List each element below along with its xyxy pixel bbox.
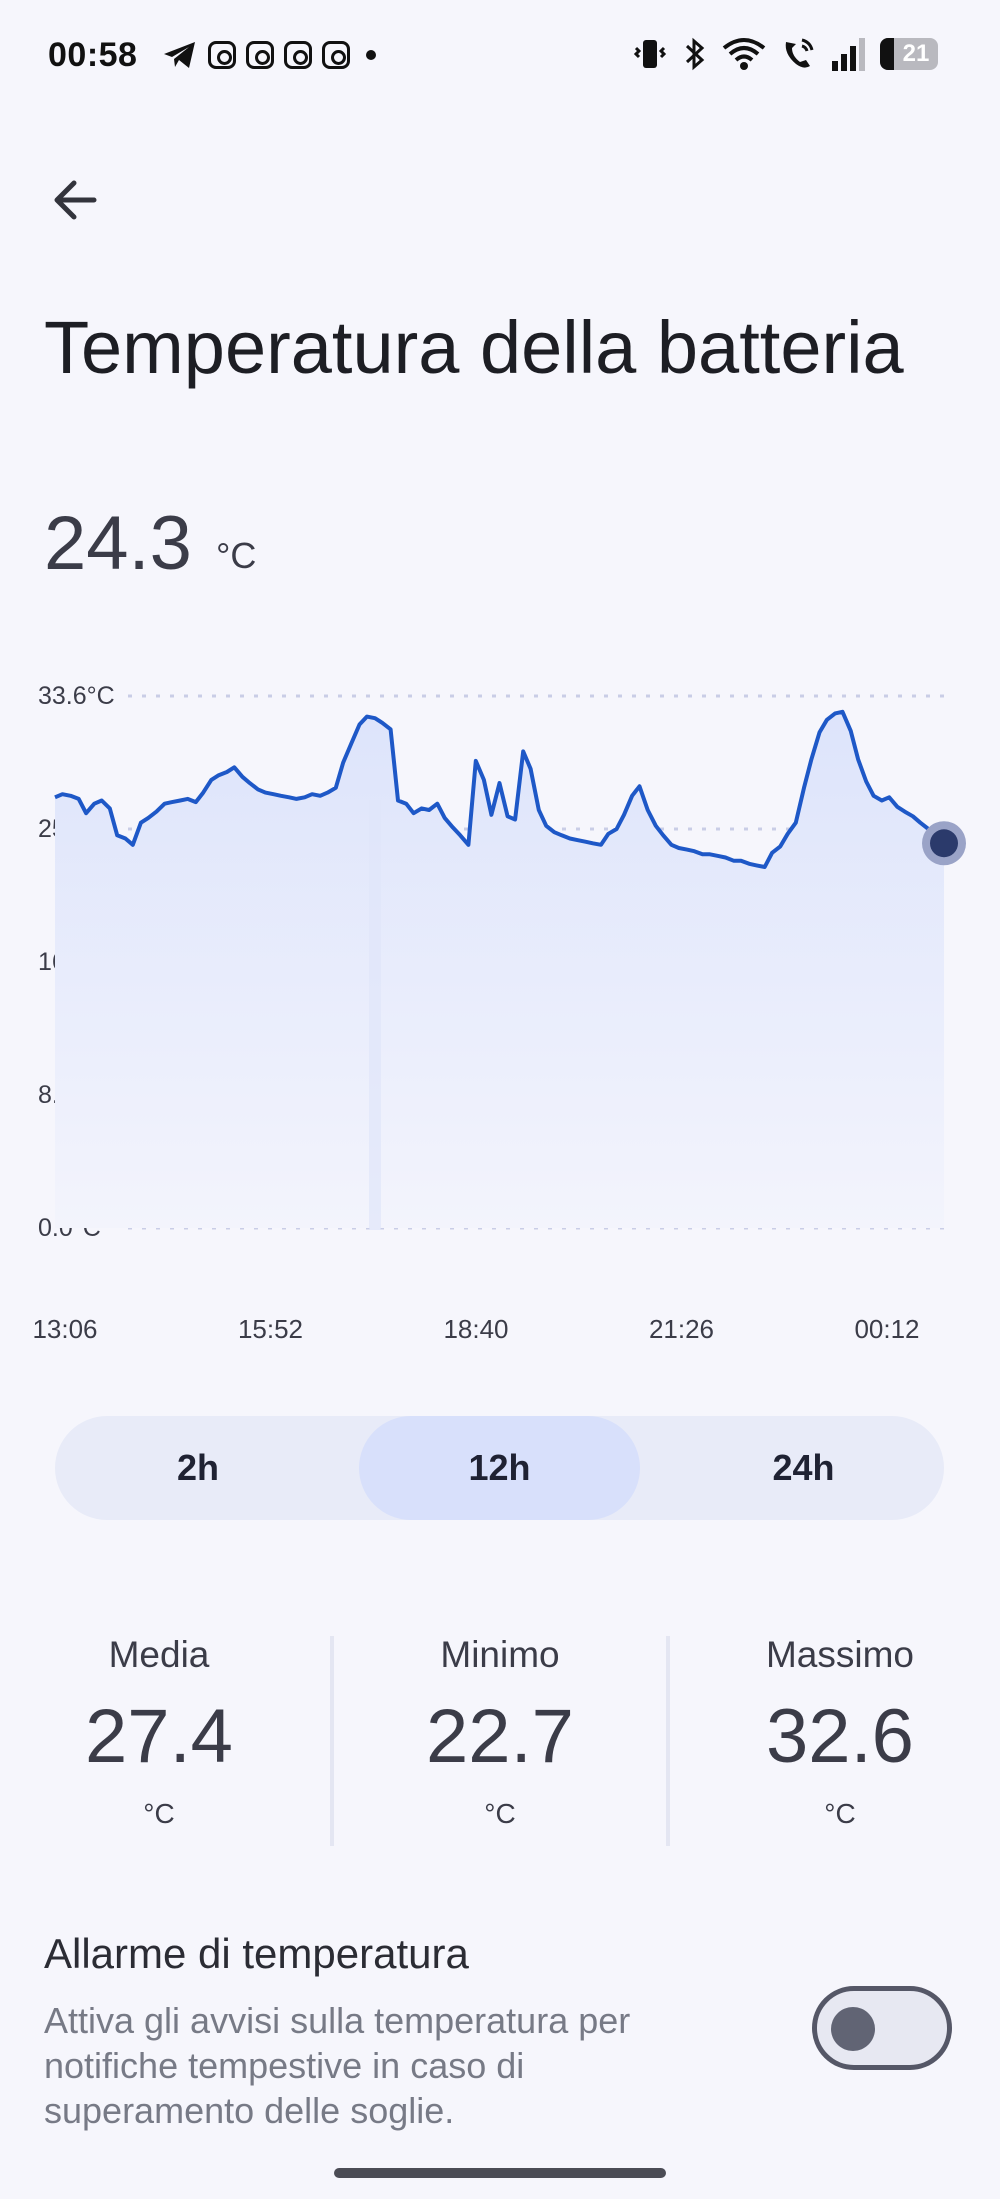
notification-icons bbox=[162, 40, 376, 70]
instagram-icon bbox=[322, 41, 350, 69]
stat-value: 27.4 bbox=[85, 1694, 233, 1779]
dot-icon bbox=[366, 50, 376, 60]
current-marker bbox=[930, 829, 958, 858]
bluetooth-icon bbox=[685, 37, 705, 71]
page-title: Temperatura della batteria bbox=[44, 306, 904, 389]
stat-minimum: Minimo 22.7 °C bbox=[350, 1630, 650, 1830]
vibrate-icon bbox=[633, 40, 667, 68]
instagram-icon bbox=[208, 41, 236, 69]
stat-value: 32.6 bbox=[766, 1694, 914, 1779]
instagram-icon bbox=[284, 41, 312, 69]
home-indicator[interactable] bbox=[334, 2168, 666, 2178]
x-tick-label: 21:26 bbox=[649, 1314, 714, 1344]
chart-area bbox=[55, 711, 944, 1228]
stat-maximum: Massimo 32.6 °C bbox=[690, 1630, 990, 1830]
toggle-knob bbox=[831, 2007, 875, 2051]
x-tick-label: 15:52 bbox=[238, 1314, 303, 1344]
y-tick-label: 33.6°C bbox=[38, 682, 115, 710]
range-tab-24h[interactable]: 24h bbox=[772, 1447, 835, 1488]
wifi-icon bbox=[722, 38, 766, 70]
temperature-line bbox=[54, 709, 946, 869]
current-temperature-unit: °C bbox=[216, 535, 257, 576]
system-icons: 21 bbox=[632, 36, 938, 72]
highlight-bar bbox=[369, 800, 381, 1230]
instagram-icon bbox=[246, 41, 274, 69]
stat-label: Massimo bbox=[765, 1634, 915, 1675]
alarm-description: Attiva gli avvisi sulla temperatura per … bbox=[44, 2000, 631, 2131]
divider bbox=[330, 1636, 334, 1846]
stat-label: Minimo bbox=[440, 1634, 560, 1675]
range-tab-2h[interactable]: 2h bbox=[176, 1447, 219, 1488]
telegram-icon bbox=[164, 42, 195, 68]
stat-unit: °C bbox=[484, 1798, 516, 1829]
stat-unit: °C bbox=[824, 1798, 856, 1829]
wifi-call-icon bbox=[785, 38, 814, 68]
alarm-toggle[interactable] bbox=[812, 1986, 952, 2070]
divider bbox=[666, 1636, 670, 1846]
stat-label: Media bbox=[108, 1634, 210, 1675]
stats-row: Media 27.4 °C Minimo 22.7 °C Massimo 32.… bbox=[0, 1630, 1000, 1850]
x-tick-label: 13:06 bbox=[32, 1314, 97, 1344]
stat-value: 22.7 bbox=[426, 1694, 574, 1779]
stat-unit: °C bbox=[143, 1798, 175, 1829]
stat-average: Media 27.4 °C bbox=[9, 1630, 309, 1830]
arrow-back-icon[interactable] bbox=[42, 165, 112, 235]
range-tab-12h[interactable]: 12h bbox=[359, 1416, 640, 1520]
temperature-chart[interactable]: 33.6°C25.2°C16.8°C8.4°C0.0°C 13:0615:521… bbox=[0, 660, 1000, 1360]
alarm-title: Allarme di temperatura bbox=[44, 1930, 469, 1977]
current-temperature: 24.3 bbox=[44, 501, 192, 586]
battery-icon: 21 bbox=[880, 38, 938, 70]
x-tick-label: 00:12 bbox=[854, 1314, 919, 1344]
status-time: 00:58 bbox=[48, 36, 138, 74]
status-bar: 00:58 21 bbox=[0, 0, 1000, 115]
time-range-selector: 2h 12h 24h bbox=[55, 1416, 944, 1520]
x-tick-label: 18:40 bbox=[443, 1314, 508, 1344]
battery-level: 21 bbox=[902, 40, 930, 67]
signal-icon bbox=[832, 38, 865, 71]
